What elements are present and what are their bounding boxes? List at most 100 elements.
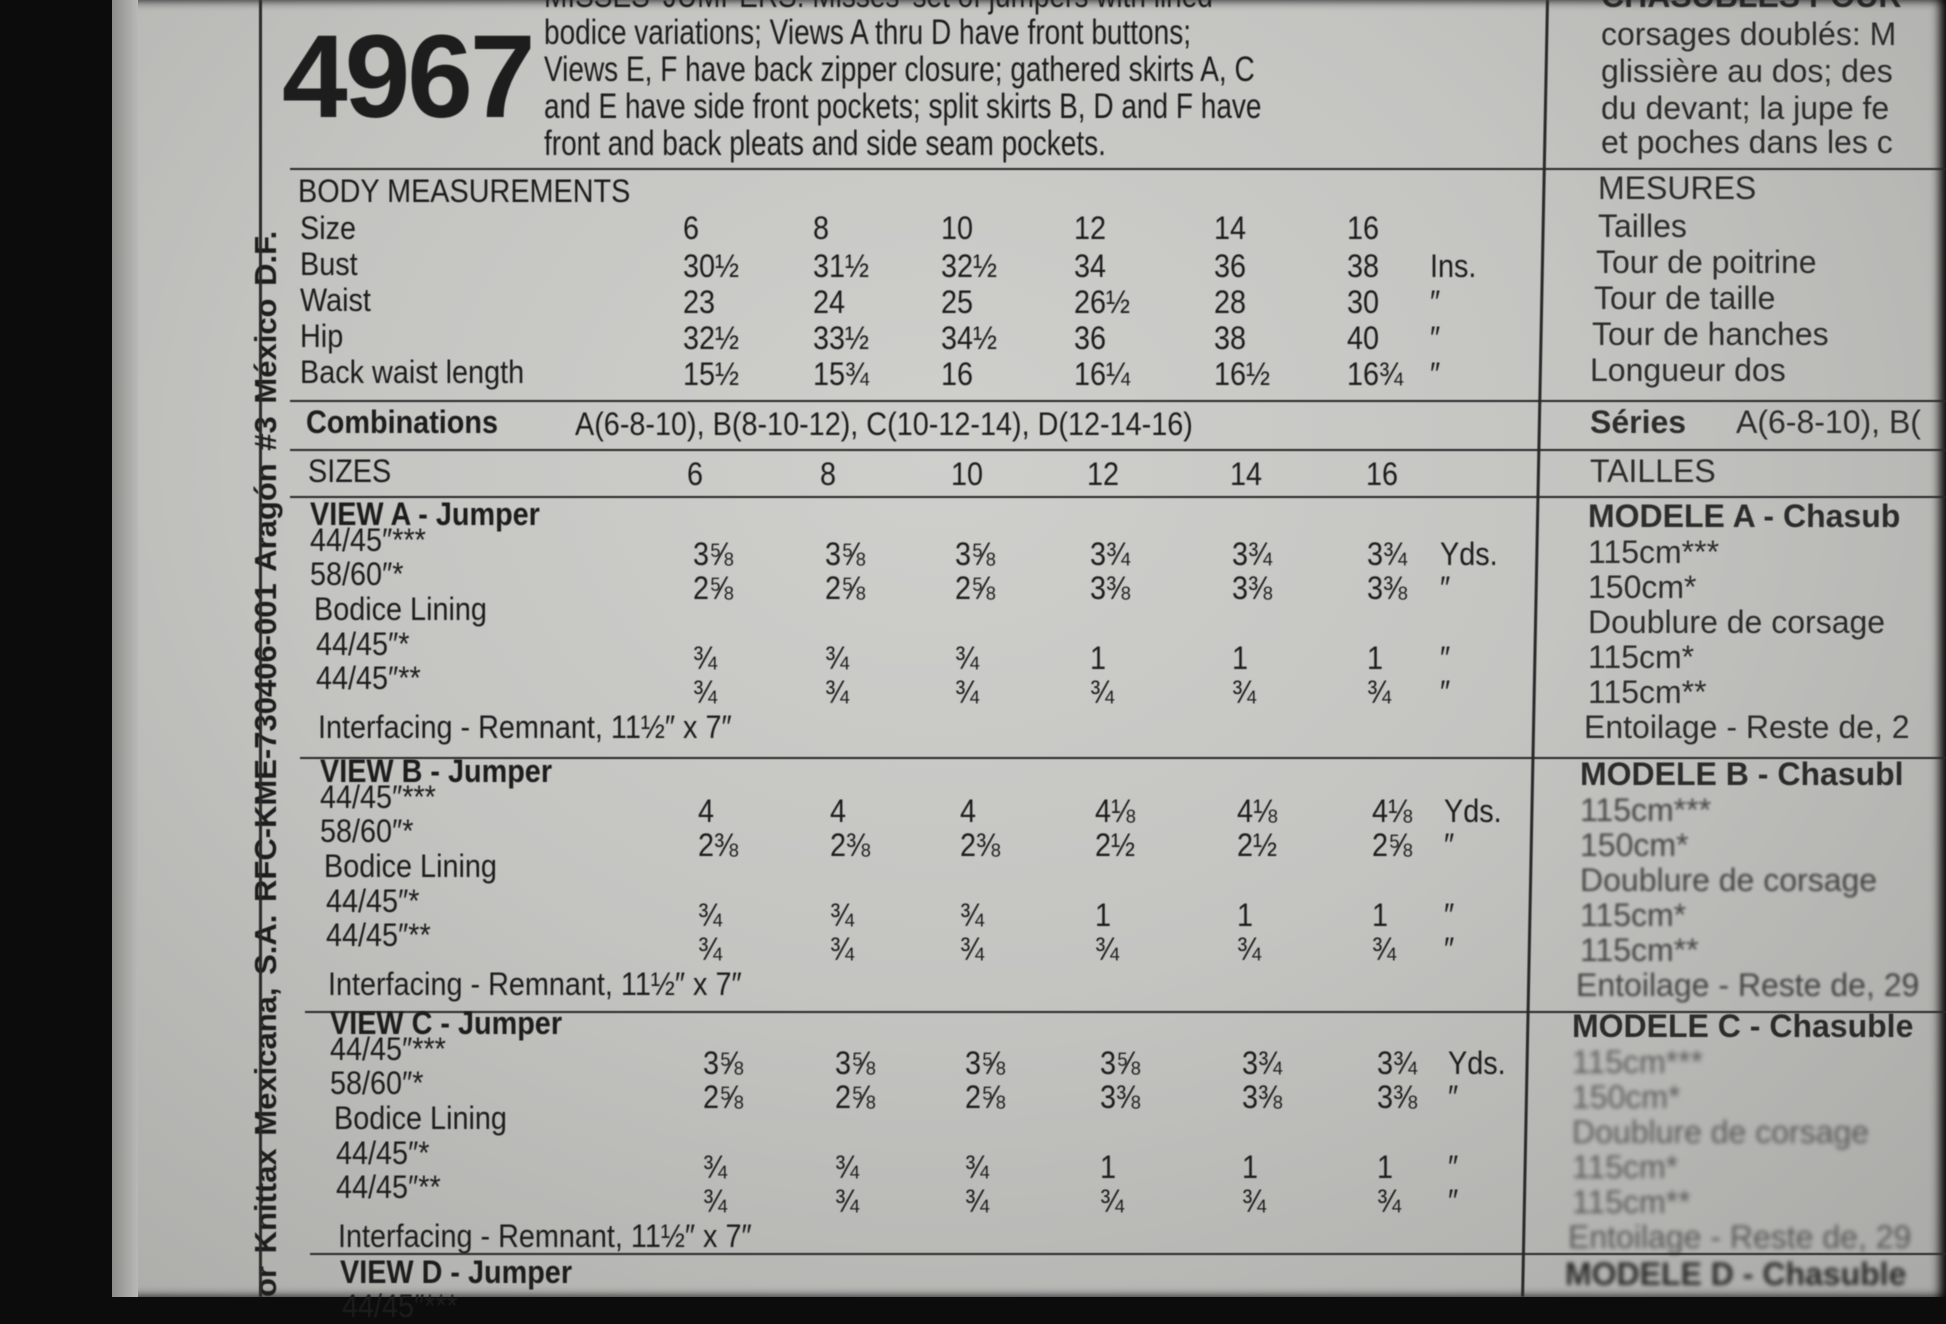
measurement-value: 15¾ [813, 356, 870, 392]
yardage-value: 3⅜ [1100, 1079, 1141, 1115]
yardage-value: 1 [1377, 1149, 1394, 1185]
measurement-value: 34½ [941, 320, 998, 356]
yardage-value: ¾ [1232, 674, 1257, 710]
french-model-row: Doublure de corsage [1572, 1114, 1870, 1150]
french-description-line: et poches dans les c [1601, 124, 1893, 160]
french-measurement-label: Tour de hanches [1592, 316, 1829, 352]
yardage-value: 2½ [1237, 827, 1278, 863]
publisher-imprint: or Knittax Mexicana, S.A. RFC-KME-730406… [248, 230, 283, 1297]
fabric-label: 44/45″** [336, 1169, 441, 1205]
french-model-row: 115cm*** [1572, 1044, 1704, 1080]
yardage-value: 3¾ [1367, 536, 1408, 572]
yardage-value: 3⅝ [1100, 1045, 1141, 1081]
pattern-number: 4967 [282, 11, 536, 143]
yardage-value: ¾ [835, 1149, 860, 1185]
yardage-value: ¾ [960, 897, 985, 933]
fabric-label: 58/60″* [330, 1065, 424, 1101]
french-description-line: du devant; la jupe fe [1601, 90, 1890, 126]
size-value: 12 [1087, 456, 1120, 492]
french-measurement-label: Longueur dos [1590, 352, 1786, 388]
fabric-label: 44/45″*** [310, 522, 426, 558]
fabric-label: 44/45″* [336, 1135, 430, 1171]
size-value: 16 [1366, 456, 1399, 492]
paper-edge [112, 0, 138, 1297]
measurement-value: 14 [1214, 210, 1247, 246]
measurement-value: 38 [1347, 248, 1380, 284]
fabric-label: 44/45″* [316, 626, 410, 662]
yardage-value: 3⅜ [1232, 570, 1273, 606]
yardage-value: 2⅝ [835, 1079, 876, 1115]
yardage-value: ¾ [1100, 1183, 1125, 1219]
measurement-label: Bust [300, 246, 358, 282]
french-sizes-label: TAILLES [1590, 453, 1716, 489]
measurement-value: 38 [1214, 320, 1247, 356]
yardage-unit: ″ [1440, 570, 1451, 606]
yardage-unit: Yds. [1448, 1045, 1506, 1081]
yardage-value: ¾ [703, 1149, 728, 1185]
bodice-lining-label: Bodice Lining [314, 591, 487, 627]
yardage-value: 3⅝ [703, 1045, 744, 1081]
french-model-row: Doublure de corsage [1580, 862, 1878, 898]
yardage-value: ¾ [1237, 931, 1262, 967]
yardage-value: ¾ [830, 897, 855, 933]
french-model-row: Entoilage - Reste de, 29 [1568, 1219, 1912, 1255]
measurement-value: 10 [941, 210, 974, 246]
yardage-value: 3⅝ [955, 536, 996, 572]
french-description-line: CHASUBLES POUR [1601, 0, 1901, 12]
yardage-value: 3⅝ [825, 536, 866, 572]
yardage-value: 4⅛ [1237, 793, 1278, 829]
yardage-unit: Yds. [1444, 793, 1502, 829]
yardage-value: ¾ [703, 1183, 728, 1219]
french-measurements-heading: MESURES [1598, 170, 1757, 206]
yardage-value: 4⅛ [1095, 793, 1136, 829]
french-model-row: 150cm* [1580, 827, 1689, 863]
yardage-value: ¾ [825, 674, 850, 710]
yardage-value: ¾ [955, 674, 980, 710]
combinations-label: Combinations [306, 404, 498, 440]
yardage-value: 3⅜ [1367, 570, 1408, 606]
yardage-value: 2⅝ [1372, 827, 1413, 863]
measurement-value: 26½ [1074, 284, 1131, 320]
french-model-row: 115cm** [1580, 932, 1699, 968]
yardage-value: 1 [1095, 897, 1112, 933]
yardage-value: 2⅜ [698, 827, 739, 863]
yardage-value: 1 [1090, 640, 1107, 676]
measurement-value: 32½ [941, 248, 998, 284]
measurement-label: Back waist length [300, 354, 525, 390]
view-heading: VIEW D - Jumper [340, 1254, 573, 1290]
measurement-value: 23 [683, 284, 716, 320]
measurement-value: 16¼ [1074, 356, 1131, 392]
yardage-value: ¾ [965, 1149, 990, 1185]
measurement-value: 16 [941, 356, 974, 392]
yardage-value: 4 [960, 793, 977, 829]
yardage-unit: ″ [1448, 1183, 1459, 1219]
french-model-row: 115cm* [1580, 897, 1687, 933]
french-description-line: corsages doublés: M [1601, 16, 1897, 52]
measurement-value: 32½ [683, 320, 740, 356]
french-series-value: A(6-8-10), B( [1736, 404, 1921, 440]
pattern-envelope-back [112, 0, 1946, 1297]
fabric-label: 58/60″* [310, 556, 404, 592]
french-measurement-label: Tailles [1598, 208, 1687, 244]
measurement-value: 6 [683, 210, 700, 246]
yardage-value: ¾ [698, 931, 723, 967]
french-model-row: 115cm** [1588, 674, 1707, 710]
yardage-value: ¾ [698, 897, 723, 933]
measurement-value: 16 [1347, 210, 1380, 246]
yardage-value: 1 [1372, 897, 1389, 933]
yardage-value: ¾ [960, 931, 985, 967]
yardage-value: 1 [1242, 1149, 1259, 1185]
fabric-label: 44/45″** [316, 660, 421, 696]
yardage-value: 3⅝ [965, 1045, 1006, 1081]
yardage-value: 3⅜ [1242, 1079, 1283, 1115]
divider-line [305, 1011, 1946, 1013]
yardage-unit: ″ [1448, 1149, 1459, 1185]
measurement-unit: Ins. [1430, 248, 1477, 284]
french-model-heading: MODELE A - Chasub [1588, 498, 1901, 534]
french-model-row: 115cm** [1572, 1184, 1691, 1220]
yardage-value: 3⅝ [835, 1045, 876, 1081]
measurement-value: 16¾ [1347, 356, 1404, 392]
yardage-value: 2⅝ [955, 570, 996, 606]
yardage-value: 4 [830, 793, 847, 829]
measurement-value: 36 [1074, 320, 1107, 356]
